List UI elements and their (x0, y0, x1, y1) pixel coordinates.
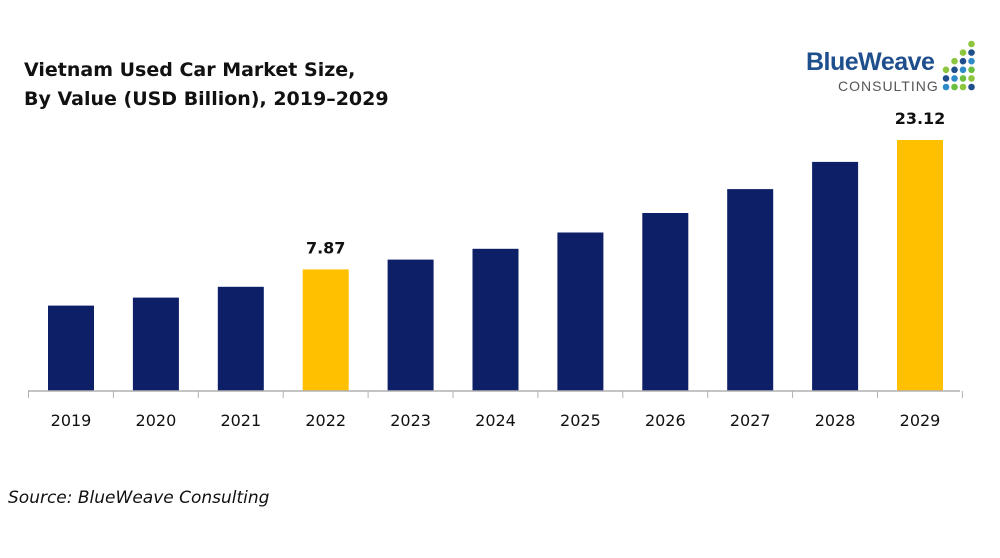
bar-2025 (557, 232, 604, 391)
x-tick-label-2028: 2028 (815, 411, 856, 430)
logo-dot (959, 66, 967, 74)
x-tick-label-2022: 2022 (305, 411, 346, 430)
logo-dot (968, 40, 975, 48)
x-tick-label-2020: 2020 (136, 411, 177, 430)
logo-dot (942, 75, 950, 82)
x-tick-label-2019: 2019 (51, 411, 92, 430)
logo-dots-icon (942, 40, 975, 91)
logo-dot (968, 83, 975, 91)
bar-2022 (302, 269, 349, 391)
logo-dot (968, 75, 975, 82)
bar-2019 (48, 305, 94, 391)
logo-dot (951, 57, 958, 65)
bar-2029 (897, 140, 943, 391)
x-tick-label-2023: 2023 (390, 411, 431, 430)
x-tick-label-2025: 2025 (560, 411, 601, 430)
blueweave-logo: BlueWeave CONSULTING (806, 40, 976, 100)
bar-2023 (387, 259, 434, 391)
data-label-2022: 7.87 (306, 238, 345, 257)
logo-dot (959, 57, 967, 65)
source-note: Source: BlueWeave Consulting (8, 488, 270, 508)
logo-dot (968, 57, 975, 65)
logo-dot (951, 83, 958, 91)
bar-2021 (217, 286, 264, 391)
bar-2020 (132, 297, 179, 391)
x-tick-label-2021: 2021 (220, 411, 261, 430)
logo-dot (951, 75, 958, 82)
logo-dot (942, 83, 950, 91)
logo-wordmark: BlueWeave (806, 48, 935, 76)
x-tick-label-2026: 2026 (645, 411, 686, 430)
logo-dot (968, 66, 975, 74)
x-tick-label-2027: 2027 (730, 411, 771, 430)
chart-title-line-2: By Value (USD Billion), 2019–2029 (24, 88, 389, 110)
logo-dot (959, 75, 967, 82)
x-tick-label-2024: 2024 (475, 411, 516, 430)
bar-2026 (642, 213, 689, 391)
logo-dot (959, 83, 967, 91)
data-label-2029: 23.12 (895, 109, 946, 128)
logo-dot (942, 66, 950, 74)
bar-2027 (727, 189, 774, 391)
chart-title: Vietnam Used Car Market Size, By Value (… (24, 56, 389, 114)
logo-subtitle: CONSULTING (838, 78, 939, 94)
bar-chart: 2019 2020 2021 2022 2023 2024 2025 2026 2027 2028… (28, 109, 963, 430)
bar-2024 (472, 248, 519, 391)
bar-2028 (812, 161, 859, 391)
logo-dot (959, 49, 967, 56)
chart-title-line-1: Vietnam Used Car Market Size, (24, 59, 356, 81)
logo-dot (968, 49, 975, 56)
logo-dot (951, 66, 958, 74)
x-tick-label-2029: 2029 (900, 411, 941, 430)
